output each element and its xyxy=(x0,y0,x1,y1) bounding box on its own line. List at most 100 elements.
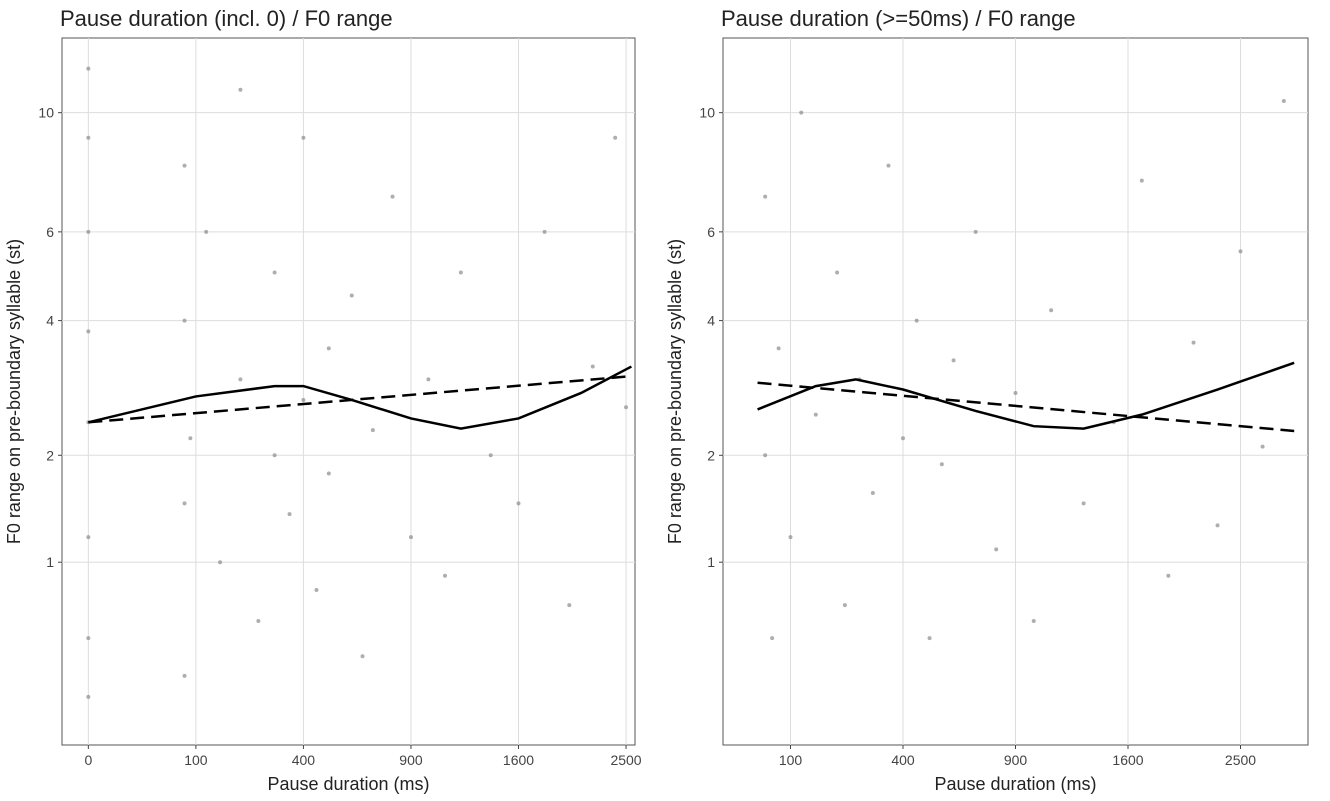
data-point xyxy=(218,560,223,565)
data-point xyxy=(287,512,292,517)
data-point xyxy=(1049,308,1054,313)
data-point xyxy=(326,471,331,476)
data-point xyxy=(360,654,365,659)
data-point xyxy=(86,694,91,699)
data-point xyxy=(182,501,187,506)
y-tick-label: 2 xyxy=(46,447,54,463)
data-point xyxy=(488,453,493,458)
data-point xyxy=(973,229,978,234)
data-point xyxy=(516,501,521,506)
data-point xyxy=(567,603,572,608)
data-point xyxy=(86,636,91,641)
data-point xyxy=(914,318,919,323)
data-point xyxy=(886,163,891,168)
data-point xyxy=(204,229,209,234)
data-point xyxy=(624,405,629,410)
x-tick-label: 900 xyxy=(1004,752,1028,768)
x-axis-label: Pause duration (ms) xyxy=(267,774,429,794)
data-point xyxy=(835,270,840,275)
data-point xyxy=(870,491,875,496)
data-point xyxy=(458,270,463,275)
data-point xyxy=(776,346,781,351)
y-tick-label: 6 xyxy=(707,224,715,240)
data-point xyxy=(901,436,905,441)
y-tick-label: 6 xyxy=(46,224,54,240)
y-tick-label: 1 xyxy=(46,554,54,570)
data-point xyxy=(788,535,793,540)
y-tick-label: 1 xyxy=(707,554,715,570)
trend-line xyxy=(88,374,632,424)
trend-line xyxy=(757,381,1295,433)
data-point xyxy=(1139,178,1144,183)
x-tick-label: 1600 xyxy=(1112,752,1143,768)
data-point xyxy=(86,329,91,334)
data-point xyxy=(238,87,243,92)
data-point xyxy=(86,535,91,540)
data-point xyxy=(349,293,354,298)
y-axis-label: F0 range on pre-boundary syllable (st) xyxy=(4,239,24,544)
y-tick-label: 4 xyxy=(46,313,54,329)
x-tick-label: 100 xyxy=(779,752,803,768)
data-point xyxy=(770,636,775,641)
x-tick-label: 900 xyxy=(399,752,423,768)
data-point xyxy=(813,412,818,417)
plot-background xyxy=(61,37,636,746)
data-point xyxy=(1013,390,1018,395)
data-point xyxy=(272,270,277,275)
x-tick-label: 2500 xyxy=(610,752,641,768)
data-point xyxy=(1281,98,1286,103)
panel: 1 2 4 6 10 100 400 900 1600 2500 Pause duration (>… xyxy=(665,6,1309,794)
data-point xyxy=(426,377,431,382)
x-tick-label: 400 xyxy=(292,752,316,768)
data-point xyxy=(390,194,395,199)
data-point xyxy=(763,453,768,458)
data-point xyxy=(301,135,306,140)
data-point xyxy=(951,358,956,363)
chart-title: Pause duration (incl. 0) / F0 range xyxy=(60,6,393,31)
y-tick-label: 10 xyxy=(699,105,715,121)
data-point xyxy=(1260,444,1265,449)
data-point xyxy=(408,535,413,540)
data-point xyxy=(799,110,804,115)
data-point xyxy=(842,603,847,608)
data-point xyxy=(86,229,91,234)
data-point xyxy=(182,163,187,168)
data-point xyxy=(927,636,932,641)
data-point xyxy=(326,346,331,351)
data-point xyxy=(182,673,187,678)
chart-title: Pause duration (>=50ms) / F0 range xyxy=(721,6,1076,31)
x-axis-label: Pause duration (ms) xyxy=(934,774,1096,794)
data-point xyxy=(1215,523,1220,528)
x-tick-label: 1600 xyxy=(503,752,534,768)
data-point xyxy=(1191,340,1196,345)
y-tick-label: 2 xyxy=(707,447,715,463)
data-point xyxy=(1031,619,1036,624)
data-point xyxy=(613,135,618,140)
data-point xyxy=(86,66,91,71)
data-point xyxy=(188,436,193,441)
data-point xyxy=(763,194,768,199)
smooth-line xyxy=(88,365,632,430)
data-point xyxy=(272,453,277,458)
x-tick-label: 2500 xyxy=(1225,752,1256,768)
data-point xyxy=(443,573,448,578)
data-point xyxy=(301,397,306,402)
data-point xyxy=(314,587,319,592)
data-point xyxy=(939,462,944,467)
data-point xyxy=(370,428,375,433)
x-tick-label: 400 xyxy=(891,752,915,768)
smooth-line xyxy=(757,361,1295,430)
y-axis-label: F0 range on pre-boundary syllable (st) xyxy=(665,239,685,544)
data-point xyxy=(238,377,243,382)
data-point xyxy=(86,135,91,140)
x-tick-label: 100 xyxy=(184,752,208,768)
data-point xyxy=(1081,501,1086,506)
data-point xyxy=(256,619,261,624)
x-tick-label: 0 xyxy=(84,752,92,768)
data-point xyxy=(1238,249,1243,254)
data-point xyxy=(1166,573,1171,578)
data-point xyxy=(590,364,595,369)
data-point xyxy=(182,318,187,323)
